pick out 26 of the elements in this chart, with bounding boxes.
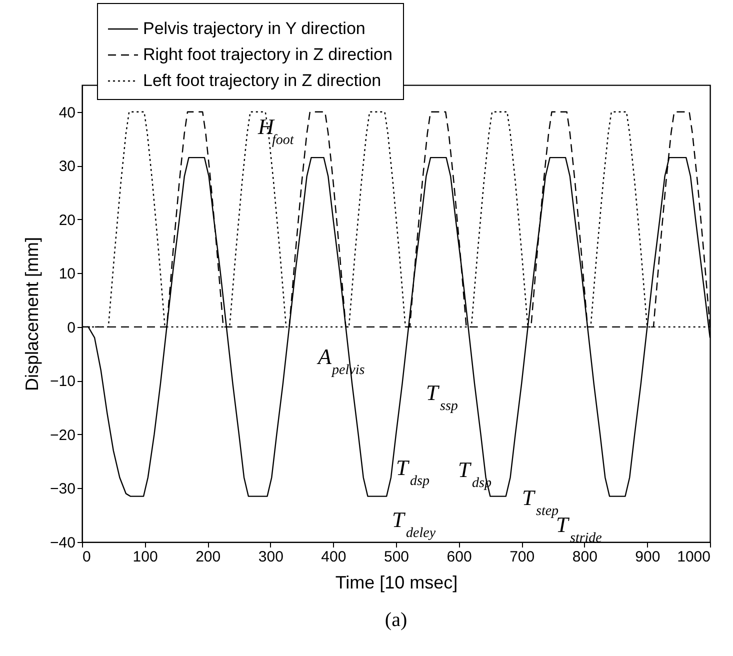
legend-label: Right foot trajectory in Z direction bbox=[143, 45, 392, 64]
x-tick-label: 900 bbox=[635, 548, 660, 566]
x-tick-label: 1000 bbox=[677, 548, 710, 566]
x-axis-title: Time [10 msec] bbox=[335, 572, 458, 592]
x-tick-label: 400 bbox=[321, 548, 346, 566]
y-tick-label: −40 bbox=[50, 534, 76, 552]
legend-label: Pelvis trajectory in Y direction bbox=[143, 19, 366, 38]
legend-label: Left foot trajectory in Z direction bbox=[143, 71, 382, 90]
x-tick-label: 0 bbox=[82, 548, 91, 566]
x-tick-label: 200 bbox=[196, 548, 221, 566]
x-tick-label: 300 bbox=[258, 548, 284, 566]
y-tick-label: 20 bbox=[58, 212, 76, 229]
y-tick-label: −10 bbox=[50, 373, 76, 390]
text: (a) bbox=[384, 609, 408, 631]
y-tick-label: 0 bbox=[67, 319, 76, 336]
y-tick-label: −20 bbox=[50, 426, 76, 444]
y-tick-label: 10 bbox=[58, 266, 76, 283]
y-tick-label: 40 bbox=[58, 104, 76, 122]
y-tick-label: −30 bbox=[50, 480, 76, 498]
x-tick-label: 600 bbox=[446, 548, 472, 566]
x-tick-label: 100 bbox=[132, 548, 158, 566]
y-axis-title: Displacement [mm] bbox=[22, 236, 42, 392]
x-tick-label: 800 bbox=[572, 548, 598, 566]
y-tick-label: 30 bbox=[58, 158, 76, 176]
x-tick-label: 500 bbox=[384, 548, 410, 566]
x-tick-label: 700 bbox=[510, 548, 535, 566]
